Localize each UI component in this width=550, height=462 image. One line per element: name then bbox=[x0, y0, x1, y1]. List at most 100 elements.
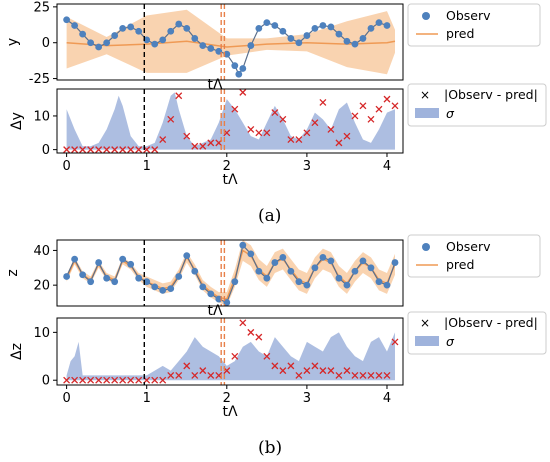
abs-err-point bbox=[255, 129, 263, 137]
abs-err-point bbox=[279, 115, 287, 123]
observed-point bbox=[351, 40, 359, 48]
legend-abs-err-label-b: |Observ - pred| bbox=[444, 315, 538, 330]
abs-err-point bbox=[295, 136, 303, 143]
abs-err-point bbox=[71, 146, 79, 154]
x-tick-label: 4 bbox=[383, 159, 391, 174]
abs-err-point bbox=[79, 376, 87, 384]
observed-point bbox=[263, 19, 271, 27]
abs-err-point bbox=[359, 102, 367, 110]
legend-a-bottom: × |Observ - pred| σ bbox=[407, 83, 547, 127]
abs-err-point bbox=[231, 352, 239, 360]
observed-point bbox=[343, 37, 351, 45]
observed-point bbox=[239, 241, 247, 249]
abs-err-point bbox=[71, 376, 79, 384]
observed-point bbox=[151, 283, 159, 291]
observed-point bbox=[295, 39, 303, 47]
observed-point bbox=[79, 271, 87, 279]
observed-point bbox=[103, 39, 111, 47]
observed-point bbox=[223, 299, 231, 306]
observed-point bbox=[327, 257, 335, 265]
abs-err-point bbox=[175, 371, 183, 379]
legend-a-top-frame bbox=[407, 3, 541, 47]
sigma-area bbox=[66, 332, 395, 381]
observed-point bbox=[391, 259, 399, 266]
observed-point bbox=[375, 278, 383, 286]
x-tick-label: 0 bbox=[62, 159, 70, 174]
axes-frame bbox=[56, 3, 404, 81]
observed-point bbox=[127, 23, 135, 31]
observed-point bbox=[375, 19, 383, 27]
abs-err-point bbox=[151, 376, 159, 384]
observed-point bbox=[151, 40, 159, 48]
abs-err-point bbox=[319, 367, 327, 375]
observed-point bbox=[231, 62, 239, 70]
observed-point bbox=[87, 39, 95, 47]
y-tick-label: 40 bbox=[33, 244, 50, 259]
observed-point bbox=[335, 30, 343, 38]
observed-point bbox=[119, 24, 127, 32]
y-tick-label: 20 bbox=[33, 279, 50, 294]
abs-err-point bbox=[95, 146, 103, 154]
abs-err-point bbox=[167, 371, 175, 379]
observed-point bbox=[235, 70, 243, 78]
observed-point bbox=[359, 257, 367, 265]
abs-err-point bbox=[151, 146, 159, 154]
abs-err-point bbox=[135, 146, 143, 154]
abs-err-point bbox=[279, 367, 287, 375]
panel-a-bottom: 0 10 Δy 0 1 2 3 4 tΛ bbox=[9, 88, 404, 188]
observed-point bbox=[71, 22, 79, 29]
observed-point bbox=[191, 267, 199, 275]
abs-err-point bbox=[375, 371, 383, 379]
observed-point bbox=[119, 255, 127, 263]
y-tick-label: 10 bbox=[33, 109, 50, 124]
observed-point bbox=[79, 30, 87, 38]
observed-point bbox=[247, 42, 255, 49]
abs-err-point bbox=[135, 376, 143, 384]
observed-point bbox=[303, 32, 311, 39]
abs-err-point bbox=[199, 367, 207, 375]
x-tick-label: 1 bbox=[143, 159, 151, 174]
observed-point bbox=[271, 22, 279, 29]
observed-point bbox=[279, 27, 287, 35]
y-tick-label: -25 bbox=[29, 72, 50, 87]
observed-point bbox=[159, 286, 167, 294]
abs-err-point bbox=[359, 371, 367, 379]
abs-err-point bbox=[175, 92, 183, 100]
axes-frame bbox=[56, 317, 404, 386]
observed-point bbox=[159, 36, 167, 44]
legend-a-top: Observ pred bbox=[407, 3, 541, 47]
abs-err-point bbox=[159, 136, 167, 143]
observed-point bbox=[367, 24, 375, 32]
legend-observed-label-b: Observ bbox=[446, 239, 491, 254]
abs-err-point bbox=[95, 376, 103, 384]
observed-point bbox=[223, 50, 231, 58]
abs-err-point bbox=[159, 376, 167, 384]
observed-point bbox=[175, 20, 183, 28]
observed-point bbox=[383, 281, 391, 289]
observed-point bbox=[167, 285, 175, 293]
observed-point bbox=[167, 27, 175, 35]
abs-err-point bbox=[167, 115, 175, 123]
observed-point bbox=[183, 24, 191, 32]
legend-sigma-swatch-b bbox=[415, 336, 439, 346]
uncertainty-band bbox=[66, 240, 395, 306]
x-tick-label: 2 bbox=[223, 391, 231, 406]
x-tick-label: 2 bbox=[223, 159, 231, 174]
abs-err-point bbox=[79, 146, 87, 154]
abs-err-point bbox=[103, 376, 111, 384]
observed-point bbox=[303, 281, 311, 289]
abs-err-point bbox=[287, 362, 295, 370]
abs-err-point bbox=[183, 362, 191, 370]
legend-abs-err-marker-b: × bbox=[420, 316, 430, 330]
abs-err-point bbox=[287, 136, 295, 143]
abs-err-point bbox=[207, 139, 215, 147]
abs-err-point bbox=[111, 376, 119, 384]
legend-sigma-label: σ bbox=[446, 106, 455, 121]
x-tick-label: 3 bbox=[303, 391, 311, 406]
abs-err-point bbox=[271, 362, 279, 370]
legend-pred-label-b: pred bbox=[446, 257, 474, 272]
abs-err-point bbox=[207, 371, 215, 379]
observed-point bbox=[311, 24, 319, 32]
pred-line bbox=[66, 40, 396, 48]
